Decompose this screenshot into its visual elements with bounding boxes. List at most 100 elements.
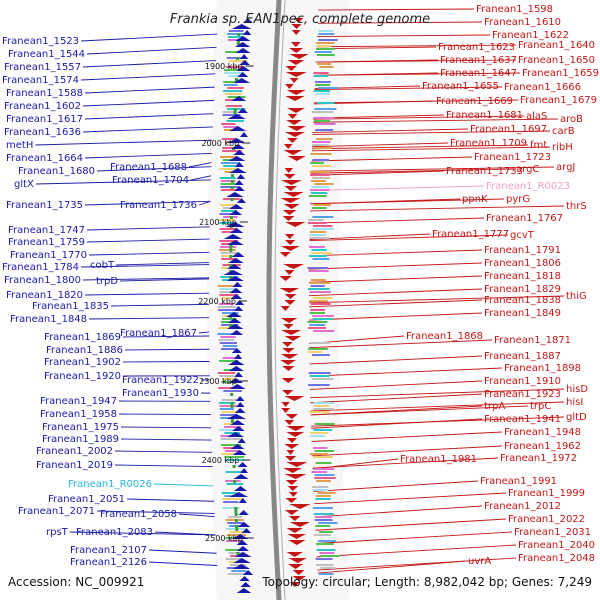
gene-label-left[interactable]: metH [6,140,33,151]
gene-label-left[interactable]: Franean1_1902 [44,357,121,368]
gene-label-right[interactable]: Franean1_1898 [504,363,581,374]
gene-label-right[interactable]: Franean1_1991 [480,476,557,487]
gene-label-right[interactable]: Franean1_1791 [484,245,561,256]
gene-label-right[interactable]: gltD [566,412,587,423]
gene-label-left[interactable]: Franean1_1588 [6,88,83,99]
gene-label-right[interactable]: thiG [566,291,587,302]
gene-label-right[interactable]: Franean1_1868 [406,331,483,342]
gene-label-right[interactable]: Franean1_1655 [422,81,499,92]
gene-label-left[interactable]: Franean1_1747 [8,225,85,236]
gene-label-right[interactable]: Franean1_1640 [518,40,595,51]
gene-label-left[interactable]: Franean1_2071 [18,506,95,517]
gene-label-right[interactable]: Franean1_1767 [486,213,563,224]
gene-label-left[interactable]: Franean1_1867 [120,328,197,339]
gene-label-right[interactable]: thrS [566,201,587,212]
gene-label-right[interactable]: Franean1_1610 [484,17,561,28]
gene-label-left[interactable]: trpD [96,276,118,287]
gene-label-right[interactable]: Franean1_R0023 [486,181,570,192]
gene-label-right[interactable]: Franean1_1923 [484,389,561,400]
gene-label-left[interactable]: Franean1_1602 [4,101,81,112]
gene-label-right[interactable]: Franean1_1948 [504,427,581,438]
gene-label-right[interactable]: argC [516,164,539,175]
gene-label-left[interactable]: Franean1_1922 [122,375,199,386]
gene-label-right[interactable]: Franean1_1679 [520,95,597,106]
gene-label-left[interactable]: Franean1_2002 [36,446,113,457]
gene-label-left[interactable]: Franean1_1680 [18,166,95,177]
gene-label-left[interactable]: Franean1_1688 [110,162,187,173]
gene-label-right[interactable]: Franean1_1697 [470,124,547,135]
gene-label-left[interactable]: Franean1_1704 [112,175,189,186]
gene-label-right[interactable]: Franean1_1910 [484,376,561,387]
gene-label-left[interactable]: Franean1_2051 [48,494,125,505]
gene-label-left[interactable]: Franean1_1920 [44,371,121,382]
gene-label-right[interactable]: hisI [566,397,583,408]
gene-label-right[interactable]: Franean1_1622 [492,30,569,41]
gene-label-left[interactable]: Franean1_1759 [8,237,85,248]
gene-label-left[interactable]: Franean1_2083 [76,527,153,538]
gene-label-left[interactable]: Franean1_R0026 [68,479,152,490]
gene-label-right[interactable]: Franean1_1681 [446,110,523,121]
gene-label-left[interactable]: Franean1_1523 [2,36,79,47]
gene-label-right[interactable]: Franean1_1887 [484,351,561,362]
gene-label-left[interactable]: Franean1_1835 [32,301,109,312]
gene-label-left[interactable]: cobT [90,260,115,271]
gene-label-left[interactable]: Franean1_1989 [42,434,119,445]
gene-label-right[interactable]: carB [552,126,575,137]
gene-label-right[interactable]: trpC [530,401,551,412]
gene-label-right[interactable]: Franean1_1666 [504,82,581,93]
gene-label-right[interactable]: Franean1_1999 [508,488,585,499]
gene-label-right[interactable]: Franean1_1623 [438,42,515,53]
gene-label-right[interactable]: hisD [566,384,588,395]
gene-label-left[interactable]: gltX [14,179,34,190]
gene-label-right[interactable]: trpA [484,401,505,412]
gene-label-left[interactable]: Franean1_2058 [100,509,177,520]
gene-label-left[interactable]: Franean1_2126 [70,557,147,568]
gene-label-right[interactable]: Franean1_1598 [476,4,553,15]
gene-label-right[interactable]: Franean1_1806 [484,258,561,269]
gene-label-right[interactable]: Franean1_1650 [518,55,595,66]
gene-label-right[interactable]: ppnK [462,194,488,205]
gene-label-right[interactable]: Franean1_2031 [514,527,591,538]
gene-label-left[interactable]: Franean1_1800 [4,275,81,286]
gene-label-left[interactable]: Franean1_1820 [6,290,83,301]
gene-label-left[interactable]: Franean1_1958 [40,409,117,420]
gene-label-right[interactable]: Franean1_1981 [400,454,477,465]
gene-label-right[interactable]: Franean1_2048 [518,553,595,564]
gene-label-right[interactable]: Franean1_1709 [450,138,527,149]
gene-label-left[interactable]: Franean1_1784 [2,262,79,273]
gene-label-right[interactable]: Franean1_1941 [484,414,561,425]
gene-label-left[interactable]: rpsT [46,527,69,538]
gene-label-right[interactable]: Franean1_1659 [522,68,599,79]
gene-label-left[interactable]: Franean1_1664 [6,153,83,164]
gene-label-left[interactable]: Franean1_1869 [44,332,121,343]
gene-label-left[interactable]: Franean1_1947 [40,396,117,407]
gene-label-right[interactable]: argJ [556,162,575,173]
gene-label-right[interactable]: pyrG [506,194,530,205]
gene-label-left[interactable]: Franean1_1770 [10,250,87,261]
gene-label-right[interactable]: aroB [560,114,583,125]
gene-label-right[interactable]: Franean1_1669 [436,96,513,107]
gene-label-left[interactable]: Franean1_1617 [6,114,83,125]
gene-label-right[interactable]: Franean1_1829 [484,284,561,295]
gene-label-left[interactable]: Franean1_1886 [46,345,123,356]
gene-label-left[interactable]: Franean1_1636 [4,127,81,138]
gene-label-right[interactable]: ribH [552,142,573,153]
gene-label-right[interactable]: fmt [530,140,547,151]
gene-label-right[interactable]: Franean1_1962 [504,441,581,452]
gene-label-right[interactable]: Franean1_1972 [500,453,577,464]
gene-label-left[interactable]: Franean1_2019 [36,460,113,471]
gene-label-right[interactable]: Franean1_1871 [494,335,571,346]
gene-label-right[interactable]: Franean1_1637 [440,55,517,66]
gene-label-left[interactable]: Franean1_2107 [70,545,147,556]
gene-label-right[interactable]: Franean1_1818 [484,271,561,282]
gene-label-right[interactable]: Franean1_1647 [440,68,517,79]
gene-label-left[interactable]: Franean1_1848 [10,314,87,325]
gene-label-right[interactable]: gcvT [510,230,535,241]
gene-label-right[interactable]: Franean1_1777 [432,229,509,240]
gene-label-right[interactable]: uvrA [468,556,491,567]
gene-label-left[interactable]: Franean1_1975 [42,422,119,433]
gene-label-right[interactable]: Franean1_1838 [484,295,561,306]
gene-label-right[interactable]: Franean1_1733 [446,166,523,177]
gene-label-left[interactable]: Franean1_1930 [122,388,199,399]
gene-label-left[interactable]: Franean1_1574 [2,75,79,86]
